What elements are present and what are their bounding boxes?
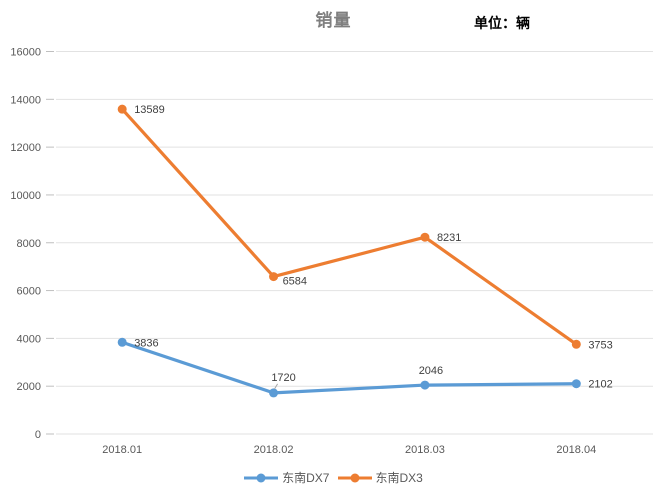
- legend-dot-icon: [256, 473, 266, 482]
- legend-swatch-dx3: [337, 473, 372, 482]
- data-point-0-3: [571, 379, 581, 389]
- chart-legend: 东南DX7 东南DX3: [0, 469, 667, 486]
- data-point-0-1: [269, 388, 279, 398]
- data-label-1-3: 3753: [588, 339, 612, 351]
- data-point-1-1: [269, 272, 279, 282]
- legend-item-dx7[interactable]: 东南DX7: [244, 469, 330, 486]
- legend-label-dx3: 东南DX3: [375, 471, 423, 485]
- legend-item-dx3[interactable]: 东南DX3: [337, 469, 423, 486]
- data-point-1-3: [571, 339, 581, 349]
- chart-title: 销量: [315, 11, 352, 30]
- y-axis-label: 8000: [17, 238, 41, 250]
- data-label-1-2: 8231: [437, 232, 461, 244]
- y-axis-label: 10000: [10, 190, 41, 202]
- data-label-1-0: 13589: [134, 104, 165, 116]
- legend-swatch-dx7: [244, 473, 279, 482]
- y-axis-label: 4000: [17, 333, 41, 345]
- data-point-0-0: [117, 337, 127, 347]
- legend-dot-icon: [350, 473, 359, 482]
- x-axis-label: 2018.03: [405, 444, 445, 456]
- y-axis-label: 14000: [10, 94, 41, 106]
- data-label-0-3: 2102: [588, 379, 612, 391]
- y-axis-label: 16000: [10, 47, 41, 59]
- series-line-0: [120, 340, 578, 395]
- data-label-0-1: 1720: [271, 372, 295, 384]
- data-point-0-2: [420, 380, 430, 390]
- y-axis-label: 6000: [17, 286, 41, 298]
- data-label-leader-line: [274, 383, 278, 390]
- unit-annotation: 单位：辆: [474, 15, 530, 31]
- data-point-1-2: [420, 232, 430, 242]
- x-axis-label: 2018.01: [102, 444, 142, 456]
- series-line-1: [120, 107, 578, 346]
- data-label-1-1: 6584: [283, 276, 307, 288]
- x-axis-label: 2018.02: [254, 444, 294, 456]
- x-axis-label: 2018.04: [556, 444, 596, 456]
- y-axis-label: 0: [35, 429, 41, 441]
- data-point-1-0: [117, 104, 127, 114]
- legend-label-dx7: 东南DX7: [282, 471, 330, 485]
- data-label-0-2: 2046: [419, 365, 443, 377]
- data-label-0-0: 3836: [134, 337, 158, 349]
- y-axis-label: 2000: [17, 381, 41, 393]
- y-axis-label: 12000: [10, 142, 41, 154]
